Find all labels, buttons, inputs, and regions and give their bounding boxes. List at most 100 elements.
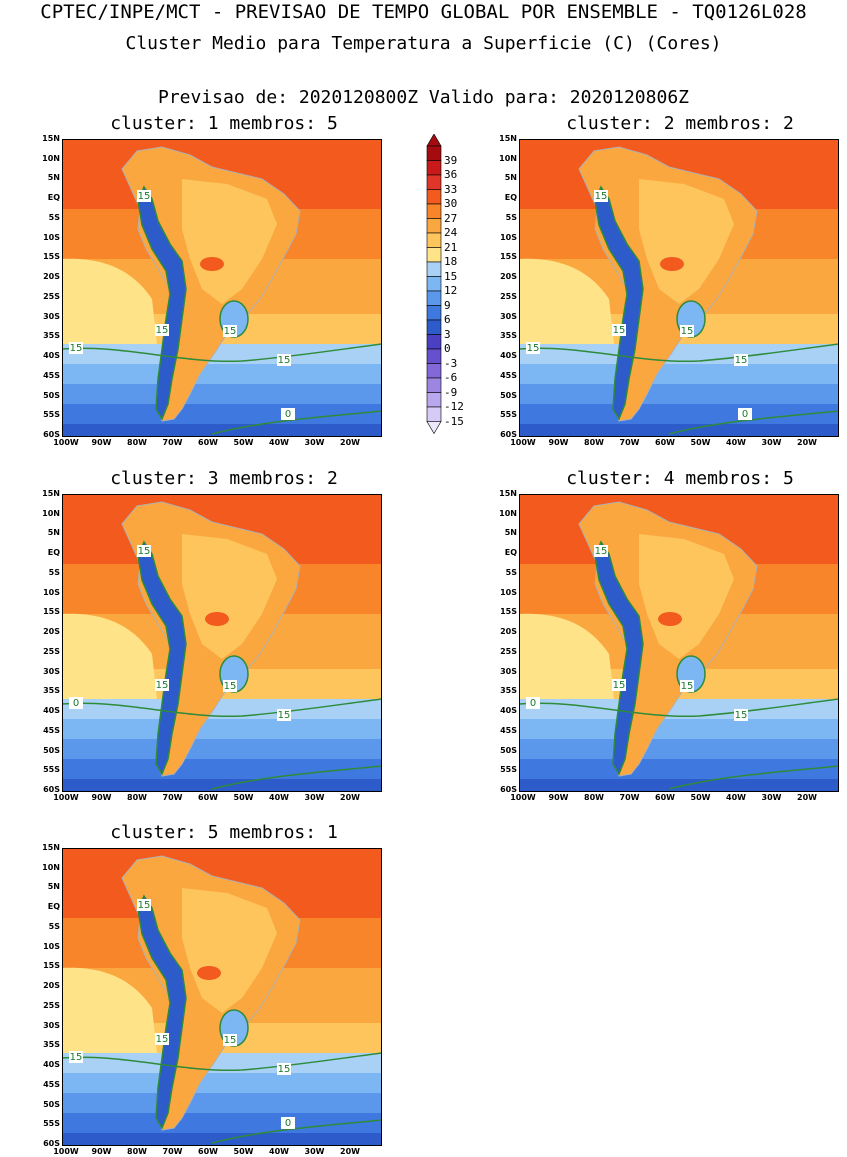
lat-tick-label: 60S [43,785,60,794]
contour-15 [62,698,382,718]
lat-tick-label: 50S [43,745,60,755]
temperature-band [519,384,839,404]
temperature-band [62,1093,382,1113]
lat-tick-label: 15N [42,843,60,852]
lon-tick-label: 80W [127,793,147,802]
contour-label-bg [69,1051,83,1063]
lat-tick-label: 5N [47,882,60,892]
lon-tick-label: 40W [269,1147,289,1156]
contour-label: 0 [530,698,536,709]
temperature-band [62,719,382,739]
lat-tick-label: 15N [499,134,517,143]
contour-label: 15 [278,1064,291,1075]
lat-tick-label: 25S [43,646,60,656]
contour-label: 15 [278,710,291,721]
colorbar-swatch [426,189,442,205]
temperature-band [62,739,382,759]
lon-tick-label: 30W [304,438,325,447]
figure-subtitle: Cluster Medio para Temperatura a Superfi… [125,33,722,54]
lon-tick-label: 30W [761,438,782,447]
contour-label: 15 [138,900,151,911]
lat-tick-label: 35S [43,1040,60,1050]
contour-label-bg [277,1063,291,1075]
contour-15 [519,343,839,363]
contour-label-bg [277,354,291,366]
lat-tick-label: 5N [47,528,60,538]
land-warm-interior [182,888,277,1013]
contour-label: 15 [613,680,626,691]
contour-label: 0 [742,409,748,420]
plot-frame [519,494,839,792]
contour-label-bg [137,190,151,202]
temperature-band [519,779,839,792]
lat-tick-label: 10S [500,232,517,242]
lat-tick-label: 45S [500,370,517,380]
lat-tick-label: 45S [500,725,517,735]
contour-label-bg [69,697,83,709]
contour-label-bg [155,1033,169,1045]
contour-label: 15 [278,355,291,366]
colorbar-label: 6 [444,313,451,326]
temperature-band [62,779,382,792]
map-panel-cluster-1: 15 15 15 15 15 0 15N 10N 5N EQ 5S 10S 15S 20S 25S 30S 35… [42,134,382,447]
lat-tick-label: 55S [500,765,517,775]
lat-tick-label: 15N [42,134,60,143]
contour-label: 15 [595,191,608,202]
lat-tick-label: 50S [500,390,517,400]
colorbar-top-arrow [426,134,442,147]
lon-tick-label: 50W [233,793,254,802]
colorbar-swatch [426,160,442,176]
contour-0 [211,765,382,790]
lat-tick-label: EQ [47,193,60,203]
lat-tick-label: 60S [500,430,517,439]
map-plot: 15 15 15 15 15 0 [62,848,382,1146]
lon-tick-label: 30W [761,793,782,802]
temperature-band [62,1133,382,1146]
lon-tick-label: 50W [233,1147,254,1156]
andes-cold-band [137,894,187,1130]
contour-label-bg [526,342,540,354]
colorbar-swatch [426,203,442,219]
lat-tick-label: 60S [43,1139,60,1148]
contour-label: 15 [156,1034,169,1045]
colorbar-label: 18 [444,255,458,268]
contour-label: 0 [285,1118,291,1129]
colorbar-label: -9 [444,385,458,399]
lon-tick-label: 50W [690,793,711,802]
contour-label-bg [69,342,83,354]
map-plot: 15 15 15 15 15 0 [519,139,839,437]
lat-tick-label: 20S [43,981,60,991]
colorbar-label: -12 [444,400,464,413]
contour-label: 15 [70,343,83,354]
colorbar-swatch [426,348,442,364]
contour-label-bg [612,324,626,336]
lat-tick-label: 40S [500,351,517,361]
colorbar-swatch [426,218,442,234]
lon-tick-label: 100W [510,793,536,802]
contour-label-bg [223,680,237,692]
contour-label-bg [680,680,694,692]
lat-tick-label: 60S [43,430,60,439]
contour-label-bg [526,697,540,709]
colorbar-label: 0 [444,342,451,355]
contour-label-bg [281,408,295,420]
temperature-band [62,759,382,779]
hot-spot [197,966,221,980]
contour-label: 15 [224,681,237,692]
colorbar-label: 39 [444,153,458,167]
contour-label-bg [594,190,608,202]
lat-tick-label: 20S [43,272,60,282]
colorbar-swatch [426,174,442,190]
lat-tick-label: 5S [505,567,517,577]
map-panel-cluster-3: 15 15 15 15 0 15N 10N 5N EQ 5S 10S 15S 20S 25S 30S 35S 4… [42,489,382,802]
temperature-band [519,699,839,719]
lat-tick-label: 45S [43,1079,60,1089]
contour-label: 15 [527,343,540,354]
lon-tick-label: 80W [127,1147,147,1156]
contour-label-bg [137,545,151,557]
contour-label-bg [155,679,169,691]
lat-tick-label: 55S [43,410,60,420]
map-panel-cluster-5: 15 15 15 15 15 0 15N 10N 5N EQ 5S 10S 15S 20S 25S 30S 35… [42,843,382,1156]
lat-tick-label: 35S [43,686,60,696]
plot-frame [62,494,382,792]
